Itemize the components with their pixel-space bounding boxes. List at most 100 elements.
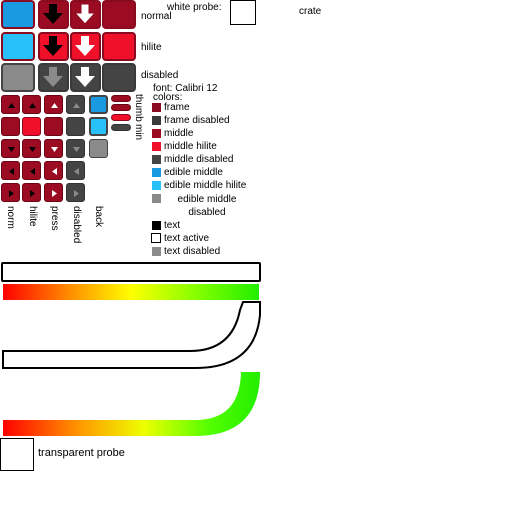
scroll-down-press[interactable] bbox=[44, 139, 63, 158]
legend-swatch-middle bbox=[152, 129, 161, 138]
triangle-up-icon bbox=[8, 103, 15, 108]
thumb-label: thumb bbox=[133, 94, 144, 122]
disabled-label: disabled bbox=[141, 70, 179, 81]
legend-swatch-edible-middle-hilite bbox=[152, 181, 161, 190]
thumb-hilite[interactable] bbox=[22, 117, 41, 136]
legend-label: text bbox=[164, 220, 181, 231]
edit-field-hilite-tile bbox=[1, 32, 35, 61]
normal-label: normal bbox=[141, 11, 172, 22]
legend-label: frame bbox=[164, 102, 190, 113]
legend-swatch-edible-middle bbox=[152, 168, 161, 177]
thumb-min-press[interactable] bbox=[111, 114, 131, 121]
scroll-down-button-normal[interactable] bbox=[38, 0, 69, 29]
scroll-left-press[interactable] bbox=[44, 161, 63, 180]
scroll-down-button-disabled-press bbox=[70, 63, 101, 92]
triangle-right-icon bbox=[9, 190, 14, 197]
edit-field-normal-tile bbox=[1, 0, 35, 29]
scroll-left-norm[interactable] bbox=[1, 161, 20, 180]
legend-label: middle bbox=[164, 128, 194, 139]
triangle-down-icon bbox=[8, 147, 15, 152]
scroll-left-hilite[interactable] bbox=[22, 161, 41, 180]
triangle-left-icon bbox=[74, 168, 79, 175]
scroll-back-disabled-tile bbox=[89, 139, 108, 158]
col-press-label: press bbox=[49, 206, 60, 231]
thumb-min-hilite[interactable] bbox=[111, 104, 131, 111]
scroll-right-press[interactable] bbox=[44, 183, 63, 202]
arrow-down-icon bbox=[75, 36, 95, 56]
legend-label: text active bbox=[164, 233, 210, 244]
triangle-right-icon bbox=[74, 190, 79, 197]
scroll-up-hilite[interactable] bbox=[22, 95, 41, 114]
col-disabled-label: disabled bbox=[71, 206, 82, 244]
legend-swatch-frame bbox=[152, 103, 161, 112]
legend-swatch-middle-disabled bbox=[152, 155, 161, 164]
triangle-up-icon bbox=[51, 103, 58, 108]
scroll-left-disabled bbox=[66, 161, 85, 180]
legend-swatch-frame-disabled bbox=[152, 116, 161, 125]
scroll-up-norm[interactable] bbox=[1, 95, 20, 114]
thumb-min-norm[interactable] bbox=[111, 95, 131, 102]
scroll-back-tile bbox=[89, 95, 108, 114]
scroll-down-norm[interactable] bbox=[1, 139, 20, 158]
triangle-left-icon bbox=[30, 168, 35, 175]
white-probe-box bbox=[230, 0, 256, 25]
legend-label: frame disabled bbox=[164, 115, 230, 126]
col-norm-label: norm bbox=[5, 206, 16, 229]
hilite-label: hilite bbox=[141, 42, 162, 53]
triangle-right-icon bbox=[52, 190, 57, 197]
legend-swatch-text bbox=[152, 221, 161, 230]
triangle-up-icon bbox=[73, 103, 80, 108]
button-normal-tile[interactable] bbox=[102, 0, 136, 29]
triangle-down-icon bbox=[29, 147, 36, 152]
legend-label: edible middle bbox=[164, 167, 223, 178]
button-hilite-tile[interactable] bbox=[102, 32, 136, 61]
scroll-right-norm[interactable] bbox=[1, 183, 20, 202]
scroll-down-disabled bbox=[66, 139, 85, 158]
triangle-up-icon bbox=[29, 103, 36, 108]
triangle-down-icon bbox=[73, 147, 80, 152]
arrow-down-icon bbox=[43, 36, 63, 56]
scroll-down-button-press[interactable] bbox=[70, 0, 101, 29]
scroll-up-press[interactable] bbox=[44, 95, 63, 114]
legend-label: middle disabled bbox=[164, 154, 234, 165]
scroll-down-hilite[interactable] bbox=[22, 139, 41, 158]
scroll-right-disabled bbox=[66, 183, 85, 202]
transparent-probe-box bbox=[0, 438, 34, 471]
white-probe-label: white probe: bbox=[167, 2, 222, 13]
scroll-down-button-disabled bbox=[38, 63, 69, 92]
legend-swatch-edible-middle-disabled bbox=[152, 194, 161, 203]
scroll-right-hilite[interactable] bbox=[22, 183, 41, 202]
legend-swatch-text-active bbox=[151, 233, 161, 243]
scroll-up-disabled bbox=[66, 95, 85, 114]
triangle-left-icon bbox=[52, 168, 57, 175]
scroll-down-button-hilite[interactable] bbox=[38, 32, 69, 61]
min-label: min bbox=[133, 124, 144, 141]
crate-label: crate bbox=[299, 6, 322, 17]
thumb-press[interactable] bbox=[44, 117, 63, 136]
col-hilite-label: hilite bbox=[27, 206, 38, 227]
scroll-down-button-hilite-press[interactable] bbox=[70, 32, 101, 61]
thumb-norm[interactable] bbox=[1, 117, 20, 136]
progress-track bbox=[1, 262, 261, 282]
triangle-down-icon bbox=[51, 147, 58, 152]
arrow-down-icon bbox=[73, 3, 97, 25]
legend-label: middle hilite bbox=[164, 141, 217, 152]
button-disabled-tile bbox=[102, 63, 136, 92]
col-back-label: back bbox=[93, 206, 104, 228]
legend-swatch-middle-hilite bbox=[152, 142, 161, 151]
thumb-disabled bbox=[66, 117, 85, 136]
legend-swatch-text-disabled bbox=[152, 247, 161, 256]
progress-fill-gradient bbox=[3, 284, 259, 300]
thumb-min-disabled bbox=[111, 124, 131, 131]
edit-field-disabled-tile bbox=[1, 63, 35, 92]
font-label: font: Calibri 12 bbox=[153, 83, 218, 94]
scroll-back-hilite-tile bbox=[89, 117, 108, 136]
legend-label: edible middle hilite bbox=[164, 180, 247, 191]
colors-label: colors: bbox=[153, 92, 183, 103]
transparent-probe-label: transparent probe bbox=[38, 447, 125, 459]
triangle-left-icon bbox=[9, 168, 14, 175]
arrow-down-icon bbox=[43, 67, 63, 87]
triangle-right-icon bbox=[30, 190, 35, 197]
legend-label: edible middle disabled bbox=[177, 194, 237, 218]
